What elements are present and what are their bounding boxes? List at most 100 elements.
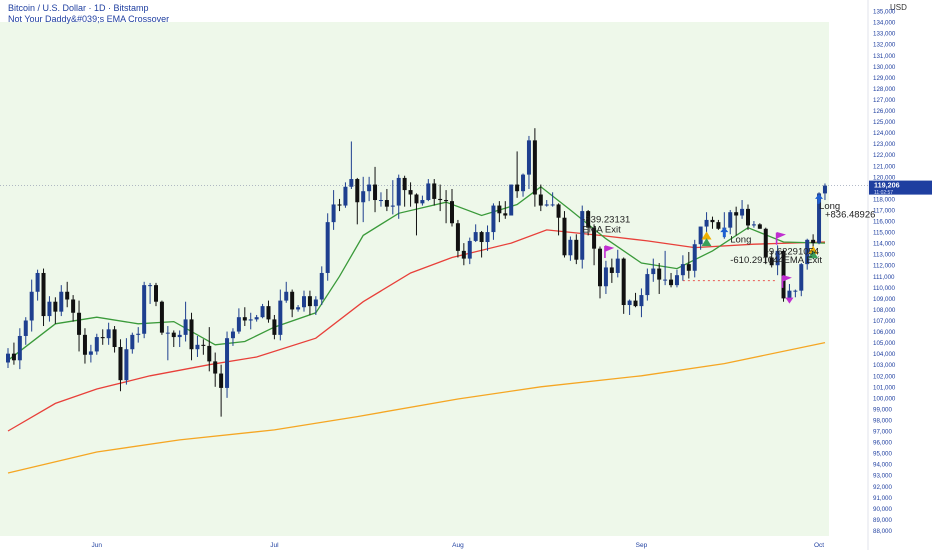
candle: [740, 200, 745, 219]
y-tick-label: 108,000: [873, 307, 896, 314]
y-tick-label: 118,000: [873, 196, 895, 203]
candle: [822, 183, 827, 201]
y-tick-label: 109,000: [873, 296, 896, 303]
price-axis[interactable]: USD 88,000 89,000 90,000 91,000 92,000 93,000 9…: [869, 3, 932, 535]
candle-body: [325, 222, 330, 273]
y-tick-label: 133,000: [873, 31, 896, 38]
candle: [396, 174, 401, 219]
y-tick-label: 89,000: [873, 517, 892, 524]
candle-body: [805, 239, 810, 265]
y-tick-label: 116,000: [873, 219, 895, 226]
candle: [485, 225, 490, 251]
candle: [793, 289, 798, 298]
candle: [651, 258, 656, 282]
candle-body: [159, 301, 164, 333]
candle-body: [603, 267, 608, 287]
candle-body: [106, 329, 111, 339]
candle-body: [692, 244, 697, 271]
candle-body: [296, 307, 301, 310]
candle: [296, 305, 301, 312]
y-tick-label: 93,000: [873, 473, 892, 480]
y-tick-label: 101,000: [873, 384, 896, 391]
time-axis[interactable]: Jun Jul Aug Sep Oct: [92, 542, 825, 549]
y-tick-label: 103,000: [873, 362, 896, 369]
candle-body: [556, 204, 561, 218]
candle: [23, 317, 28, 345]
candle-body: [71, 299, 76, 313]
candle-body: [319, 272, 324, 300]
candle-body: [438, 198, 443, 201]
candle-body: [562, 217, 567, 256]
triangle-up-icon: [701, 231, 712, 240]
candle-body: [88, 351, 93, 355]
x-tick-label: Sep: [636, 542, 648, 549]
candle-body: [331, 204, 336, 223]
candle: [242, 307, 247, 327]
candle: [669, 272, 674, 288]
candle: [450, 188, 454, 227]
candle-body: [343, 186, 348, 206]
candle-body: [627, 300, 632, 306]
candle-body: [657, 268, 662, 280]
candle: [284, 281, 289, 303]
candle-body: [769, 257, 774, 266]
candle: [159, 300, 164, 335]
trade-label: +836.48926: [825, 210, 875, 221]
y-tick-label: 128,000: [873, 86, 896, 93]
candle-body: [740, 208, 745, 216]
grid-layer: [0, 0, 869, 550]
candle-body: [663, 279, 668, 281]
candle-body: [6, 353, 10, 363]
candle-body: [521, 174, 526, 192]
trade-label: Long: [730, 235, 751, 246]
candle-body: [402, 177, 407, 191]
candle-body: [130, 334, 135, 350]
candle-body: [414, 194, 419, 204]
candle-body: [598, 248, 602, 287]
currency-label: USD: [890, 3, 907, 12]
candles-layer: [6, 128, 827, 417]
candle: [313, 296, 318, 315]
candle-body: [633, 300, 638, 307]
candle-body: [509, 184, 514, 216]
y-tick-label: 105,000: [873, 340, 896, 347]
y-tick-label: 129,000: [873, 75, 896, 82]
triangle-down-icon: [785, 297, 794, 304]
candle: [325, 213, 330, 281]
flag-icon: [775, 231, 786, 245]
candle: [65, 281, 70, 308]
candle-body: [775, 250, 780, 266]
y-tick-label: 102,000: [873, 373, 896, 380]
candle: [148, 282, 153, 304]
candle: [142, 281, 147, 339]
candle-body: [242, 317, 247, 321]
candle: [236, 308, 241, 334]
candle-body: [592, 227, 597, 249]
candle: [100, 329, 105, 345]
candle: [746, 204, 750, 230]
candle-body: [538, 194, 543, 206]
candle-body: [11, 353, 16, 361]
candle-body: [53, 301, 58, 312]
candle: [609, 258, 614, 283]
candle-body: [278, 300, 283, 335]
candle: [355, 177, 360, 225]
y-tick-label: 95,000: [873, 451, 892, 458]
candle-body: [621, 258, 626, 306]
flag-icon: [604, 245, 615, 258]
candle: [343, 182, 348, 208]
candle-body: [236, 317, 241, 332]
candle: [225, 331, 230, 398]
candle: [556, 203, 561, 236]
trade-label: -839.23131: [582, 215, 630, 226]
candle: [254, 314, 259, 322]
candle: [272, 314, 277, 340]
candle-body: [728, 212, 733, 228]
candle-body: [479, 232, 484, 243]
candle: [751, 221, 756, 228]
candle: [402, 175, 407, 207]
candle: [88, 344, 93, 363]
candle: [213, 352, 218, 387]
